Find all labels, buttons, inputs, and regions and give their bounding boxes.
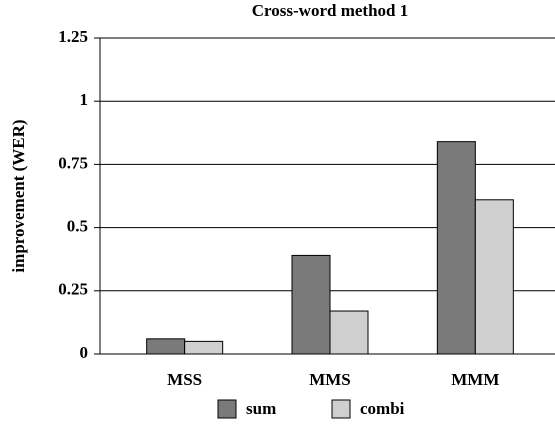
y-tick-label: 0.75 <box>58 153 88 172</box>
bar <box>329 310 369 355</box>
y-axis-label: improvement (WER) <box>9 119 28 272</box>
y-tick-label: 0.25 <box>58 280 88 299</box>
bar <box>291 254 331 355</box>
legend-label: combi <box>360 399 405 418</box>
y-tick-label: 0.5 <box>67 217 88 236</box>
legend-swatch <box>217 399 237 419</box>
x-tick-label: MMM <box>451 370 499 389</box>
y-tick-label: 1.25 <box>58 27 88 46</box>
bar <box>146 338 186 355</box>
bar <box>184 340 224 355</box>
legend-swatch <box>331 399 351 419</box>
bar <box>436 141 476 355</box>
x-tick-label: MMS <box>309 370 351 389</box>
x-tick-label: MSS <box>167 370 202 389</box>
y-tick-label: 1 <box>80 90 89 109</box>
y-tick-label: 0 <box>80 343 89 362</box>
chart-title: Cross-word method 1 <box>252 1 408 20</box>
legend-label: sum <box>246 399 276 418</box>
bar <box>474 199 514 355</box>
